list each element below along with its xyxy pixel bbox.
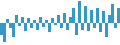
Bar	[117, 8, 120, 22]
Bar	[99, 22, 102, 32]
Bar	[84, 6, 87, 22]
Bar	[66, 22, 69, 30]
Bar	[102, 11, 105, 22]
Bar	[6, 19, 9, 22]
Bar	[48, 22, 51, 32]
Bar	[105, 22, 108, 37]
Bar	[12, 22, 15, 37]
Bar	[24, 22, 27, 31]
Bar	[63, 13, 66, 22]
Bar	[51, 18, 54, 22]
Bar	[39, 17, 42, 22]
Bar	[108, 15, 111, 22]
Bar	[45, 20, 48, 22]
Bar	[96, 8, 99, 22]
Bar	[69, 17, 72, 22]
Bar	[81, 22, 84, 30]
Bar	[3, 22, 6, 42]
Bar	[60, 22, 63, 28]
Bar	[18, 22, 21, 26]
Bar	[0, 22, 3, 35]
Bar	[33, 20, 36, 22]
Bar	[15, 15, 18, 22]
Bar	[21, 17, 24, 22]
Bar	[90, 10, 93, 22]
Bar	[42, 22, 45, 27]
Bar	[30, 22, 33, 28]
Bar	[111, 4, 114, 22]
Bar	[9, 22, 12, 28]
Bar	[87, 22, 90, 31]
Bar	[75, 22, 78, 35]
Bar	[93, 22, 96, 28]
Bar	[57, 15, 60, 22]
Bar	[36, 22, 39, 30]
Bar	[54, 22, 57, 25]
Bar	[78, 1, 81, 22]
Bar	[72, 8, 75, 22]
Bar	[114, 22, 117, 28]
Bar	[27, 18, 30, 22]
